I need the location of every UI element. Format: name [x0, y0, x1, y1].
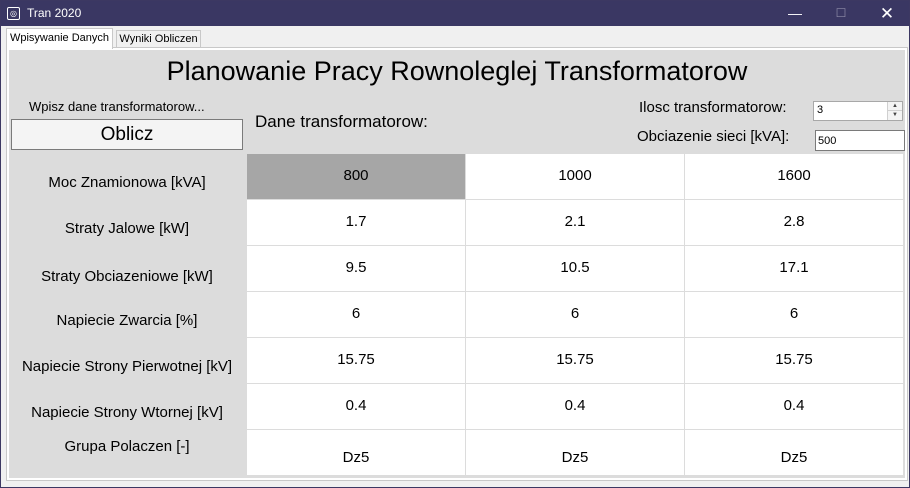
stepper-arrows: ▲ ▼ — [887, 102, 902, 120]
cell-grupa-polaczen-1[interactable]: Dz5 — [247, 430, 465, 475]
page-title: Planowanie Pracy Rownoleglej Transformat… — [166, 56, 748, 86]
row-label-napiecie-strony-wtornej: Napiecie Strony Wtornej [kV] — [31, 404, 223, 421]
tab-wyniki-obliczen[interactable]: Wyniki Obliczen — [116, 30, 201, 48]
cell-napiecie-zwarcia-3[interactable]: 6 — [685, 292, 903, 337]
cell-napiecie-strony-wtornej-1[interactable]: 0.4 — [247, 384, 465, 429]
cell-grupa-polaczen-2[interactable]: Dz5 — [466, 430, 684, 475]
input-form: Planowanie Pracy Rownoleglej Transformat… — [9, 50, 905, 478]
cell-napiecie-zwarcia-1[interactable]: 6 — [247, 292, 465, 337]
transformer-count-value[interactable]: 3 — [817, 104, 824, 116]
cell-napiecie-strony-pierwotnej-3[interactable]: 15.75 — [685, 338, 903, 383]
transformer-count-label: Ilosc transformatorow: — [639, 99, 787, 116]
cell-grupa-polaczen-3[interactable]: Dz5 — [685, 430, 903, 475]
row-label-grupa-polaczen: Grupa Polaczen [-] — [64, 438, 190, 455]
cell-straty-jalowe-1[interactable]: 1.7 — [247, 200, 465, 245]
window-title: Tran 2020 — [27, 6, 82, 20]
row-label-moc-znamionowa: Moc Znamionowa [kVA] — [48, 174, 206, 191]
tab-wpisywanie-danych[interactable]: Wpisywanie Danych — [6, 28, 113, 49]
row-label-straty-jalowe: Straty Jalowe [kW] — [64, 220, 190, 237]
stepper-up-icon[interactable]: ▲ — [888, 102, 902, 111]
transformer-count-stepper[interactable]: 3 ▲ ▼ — [813, 101, 903, 121]
cell-napiecie-zwarcia-2[interactable]: 6 — [466, 292, 684, 337]
tab-panel: Planowanie Pracy Rownoleglej Transformat… — [6, 47, 908, 481]
title-bar[interactable]: ◎ Tran 2020 — ☐ ✕ — [1, 1, 909, 26]
cell-straty-jalowe-2[interactable]: 2.1 — [466, 200, 684, 245]
cell-napiecie-strony-wtornej-2[interactable]: 0.4 — [466, 384, 684, 429]
cell-napiecie-strony-wtornej-3[interactable]: 0.4 — [685, 384, 903, 429]
stepper-down-icon[interactable]: ▼ — [888, 111, 902, 120]
row-label-napiecie-strony-pierwotnej: Napiecie Strony Pierwotnej [kV] — [21, 358, 233, 375]
hint-label: Wpisz dane transformatorow... — [29, 99, 205, 114]
data-section-label: Dane transformatorow: — [255, 112, 428, 131]
cell-moc-znamionowa-1[interactable]: 800 — [247, 154, 465, 199]
cell-moc-znamionowa-2[interactable]: 1000 — [466, 154, 684, 199]
cell-straty-obciazeniowe-3[interactable]: 17.1 — [685, 246, 903, 291]
row-label-napiecie-zwarcia: Napiecie Zwarcia [%] — [56, 312, 198, 329]
tab-strip: Wpisywanie Danych Wyniki Obliczen — [1, 26, 909, 49]
maximize-button[interactable]: ☐ — [835, 6, 847, 20]
minimize-button[interactable]: — — [788, 5, 802, 21]
cell-straty-jalowe-3[interactable]: 2.8 — [685, 200, 903, 245]
cell-napiecie-strony-pierwotnej-2[interactable]: 15.75 — [466, 338, 684, 383]
cell-straty-obciazeniowe-2[interactable]: 10.5 — [466, 246, 684, 291]
cell-moc-znamionowa-3[interactable]: 1600 — [685, 154, 903, 199]
close-button[interactable]: ✕ — [879, 4, 895, 23]
network-load-input[interactable]: 500 — [815, 130, 905, 151]
app-icon: ◎ — [7, 7, 20, 20]
cell-napiecie-strony-pierwotnej-1[interactable]: 15.75 — [247, 338, 465, 383]
row-label-straty-obciazeniowe: Straty Obciazeniowe [kW] — [41, 268, 213, 285]
cell-straty-obciazeniowe-1[interactable]: 9.5 — [247, 246, 465, 291]
calculate-button[interactable]: Oblicz — [11, 119, 243, 150]
network-load-label: Obciazenie sieci [kVA]: — [637, 128, 790, 145]
